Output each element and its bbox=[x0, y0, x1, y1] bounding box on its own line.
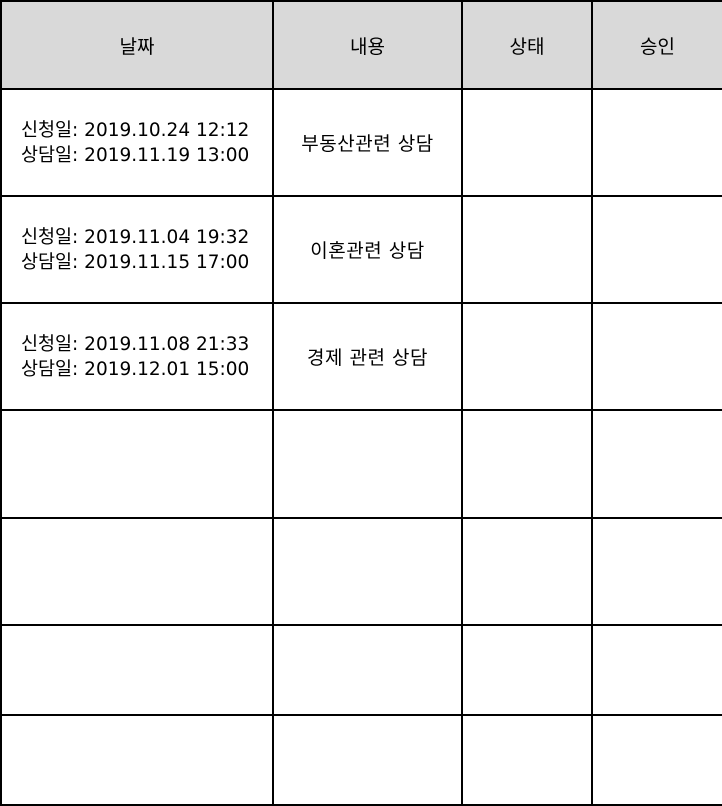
status-cell bbox=[461, 195, 593, 305]
table-row bbox=[0, 516, 722, 626]
table-row bbox=[0, 623, 722, 716]
date-cell bbox=[0, 623, 274, 716]
date-cell bbox=[0, 516, 274, 626]
header-status: 상태 bbox=[461, 0, 593, 90]
content-cell bbox=[272, 713, 463, 806]
applied-date: 신청일: 2019.11.04 19:32 bbox=[21, 226, 250, 248]
approval-cell bbox=[591, 516, 722, 626]
table-row: 신청일: 2019.11.08 21:33 상담일: 2019.12.01 15… bbox=[0, 302, 722, 412]
date-cell: 신청일: 2019.11.04 19:32 상담일: 2019.11.15 17… bbox=[0, 195, 274, 305]
date-cell bbox=[0, 409, 274, 519]
approval-cell bbox=[591, 302, 722, 412]
header-content: 내용 bbox=[272, 0, 463, 90]
status-cell bbox=[461, 623, 593, 716]
consult-date: 상담일: 2019.11.19 13:00 bbox=[21, 144, 250, 166]
content-cell bbox=[272, 623, 463, 716]
content-cell bbox=[272, 516, 463, 626]
approval-cell bbox=[591, 409, 722, 519]
consult-date: 상담일: 2019.11.15 17:00 bbox=[21, 251, 250, 273]
content-cell bbox=[272, 409, 463, 519]
header-date: 날짜 bbox=[0, 0, 274, 90]
status-cell bbox=[461, 409, 593, 519]
status-cell bbox=[461, 713, 593, 806]
applied-date: 신청일: 2019.10.24 12:12 bbox=[21, 119, 250, 141]
status-cell bbox=[461, 302, 593, 412]
approval-cell bbox=[591, 623, 722, 716]
date-cell: 신청일: 2019.10.24 12:12 상담일: 2019.11.19 13… bbox=[0, 87, 274, 198]
table-row bbox=[0, 713, 722, 806]
date-cell: 신청일: 2019.11.08 21:33 상담일: 2019.12.01 15… bbox=[0, 302, 274, 412]
table-row: 신청일: 2019.11.04 19:32 상담일: 2019.11.15 17… bbox=[0, 195, 722, 305]
content-cell: 이혼관련 상담 bbox=[272, 195, 463, 305]
content-cell: 부동산관련 상담 bbox=[272, 87, 463, 198]
status-cell bbox=[461, 87, 593, 198]
approval-cell bbox=[591, 713, 722, 806]
table-header-row: 날짜 내용 상태 승인 bbox=[0, 0, 722, 90]
approval-cell bbox=[591, 87, 722, 198]
status-cell bbox=[461, 516, 593, 626]
table-row bbox=[0, 409, 722, 519]
approval-cell bbox=[591, 195, 722, 305]
applied-date: 신청일: 2019.11.08 21:33 bbox=[21, 333, 250, 355]
date-cell bbox=[0, 713, 274, 806]
consult-date: 상담일: 2019.12.01 15:00 bbox=[21, 358, 250, 380]
content-cell: 경제 관련 상담 bbox=[272, 302, 463, 412]
table-row: 신청일: 2019.10.24 12:12 상담일: 2019.11.19 13… bbox=[0, 87, 722, 198]
header-approval: 승인 bbox=[591, 0, 722, 90]
